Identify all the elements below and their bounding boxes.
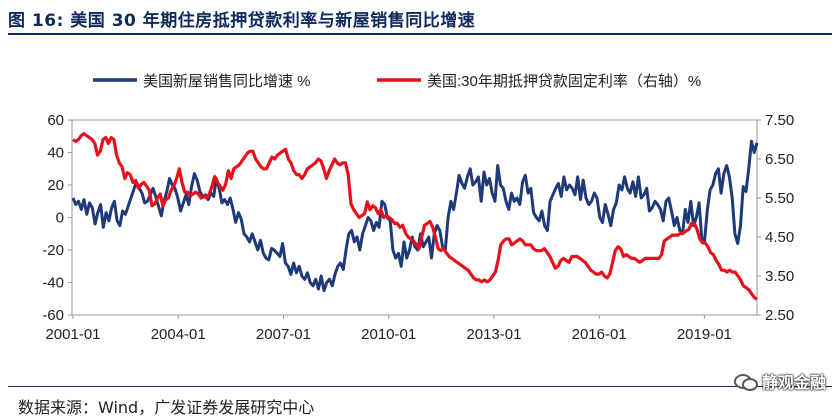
x-tick-label: 2013-01 xyxy=(466,326,521,343)
wechat-icon xyxy=(733,372,758,391)
y-left-tick-label: 0 xyxy=(56,210,64,227)
x-axis: 2001-01 2004-01 2007-01 2010-01 2013-01 2016-… xyxy=(45,315,732,343)
chart: 美国新屋销售同比增速 % 美国:30年期抵押贷款固定利率（右轴）% 60 40 20… xyxy=(42,73,794,343)
y-left-tick-label: -60 xyxy=(42,307,64,324)
figure-title: 图 16: 美国 30 年期住房抵押贷款利率与新屋销售同比增速 xyxy=(8,11,476,31)
watermark-text: 静观金融 xyxy=(761,373,826,392)
x-tick-label: 2007-01 xyxy=(256,326,311,343)
legend-label-home-sales: 美国新屋销售同比增速 % xyxy=(143,73,311,90)
left-axis: 60 40 20 0 -20 -40 -60 xyxy=(42,112,72,324)
source-note: 数据来源：Wind，广发证券发展研究中心 xyxy=(18,398,315,417)
x-tick-label: 2016-01 xyxy=(572,326,627,343)
y-right-tick-label: 3.50 xyxy=(765,268,794,285)
y-left-tick-label: 60 xyxy=(47,112,64,129)
series-line-home-sales xyxy=(71,139,759,293)
x-tick-label: 2019-01 xyxy=(677,326,732,343)
y-left-tick-label: -40 xyxy=(42,275,64,292)
y-right-tick-label: 5.50 xyxy=(765,190,794,207)
y-right-tick-label: 4.50 xyxy=(765,229,794,246)
x-tick-label: 2001-01 xyxy=(45,326,100,343)
x-tick-label: 2010-01 xyxy=(361,326,416,343)
series-layer xyxy=(71,131,759,301)
y-right-tick-label: 2.50 xyxy=(765,307,794,324)
x-tick-label: 2004-01 xyxy=(151,326,206,343)
y-left-tick-label: -20 xyxy=(42,242,64,259)
series-line-mortgage-rate xyxy=(72,131,758,301)
y-right-tick-label: 7.50 xyxy=(765,112,794,129)
y-right-tick-label: 6.50 xyxy=(765,151,794,168)
legend-label-mortgage-rate: 美国:30年期抵押贷款固定利率（右轴）% xyxy=(427,73,701,90)
y-left-tick-label: 40 xyxy=(47,145,64,162)
watermark: 静观金融 xyxy=(733,369,826,393)
title-rule xyxy=(8,33,832,35)
source-rule xyxy=(8,386,832,387)
right-axis: 7.50 6.50 5.50 4.50 3.50 2.50 xyxy=(757,112,794,324)
y-left-tick-label: 20 xyxy=(47,177,64,194)
plot-frame xyxy=(71,119,758,316)
legend: 美国新屋销售同比增速 % 美国:30年期抵押贷款固定利率（右轴）% xyxy=(93,73,701,90)
